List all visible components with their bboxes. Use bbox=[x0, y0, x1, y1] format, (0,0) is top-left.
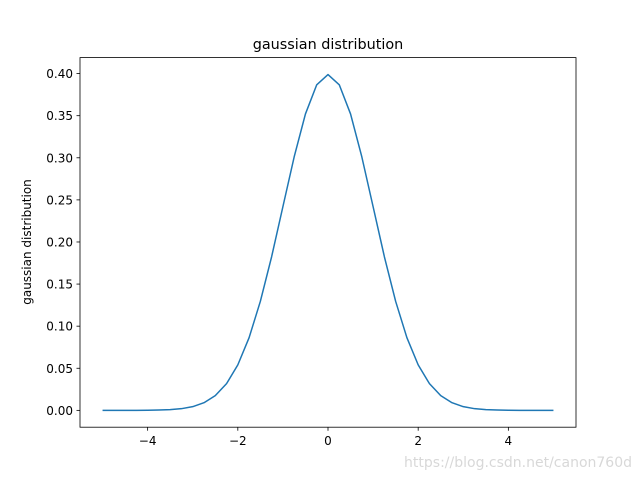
chart-title: gaussian distribution bbox=[253, 37, 404, 53]
y-tick-label: 0.25 bbox=[46, 193, 73, 207]
watermark: https://blog.csdn.net/canon760d bbox=[404, 455, 632, 471]
y-tick-label: 0.20 bbox=[46, 235, 73, 249]
x-tick-label: 0 bbox=[324, 434, 332, 448]
x-tick-label: −4 bbox=[139, 434, 157, 448]
y-tick-label: 0.35 bbox=[46, 109, 73, 123]
y-tick-label: 0.00 bbox=[46, 404, 73, 418]
line bbox=[102, 73, 554, 412]
y-tick-label: 0.05 bbox=[46, 362, 73, 376]
y-tick-label: 0.40 bbox=[46, 67, 73, 81]
y-tick-label: 0.30 bbox=[46, 151, 73, 165]
x-tick-label: −2 bbox=[229, 434, 247, 448]
y-axis-label: gaussian distribution bbox=[20, 179, 34, 305]
plot-frame bbox=[79, 57, 577, 428]
y-tick-label: 0.10 bbox=[46, 320, 73, 334]
x-tick-label: 4 bbox=[505, 434, 513, 448]
y-tick-label: 0.15 bbox=[46, 278, 73, 292]
x-tick-label: 2 bbox=[414, 434, 422, 448]
